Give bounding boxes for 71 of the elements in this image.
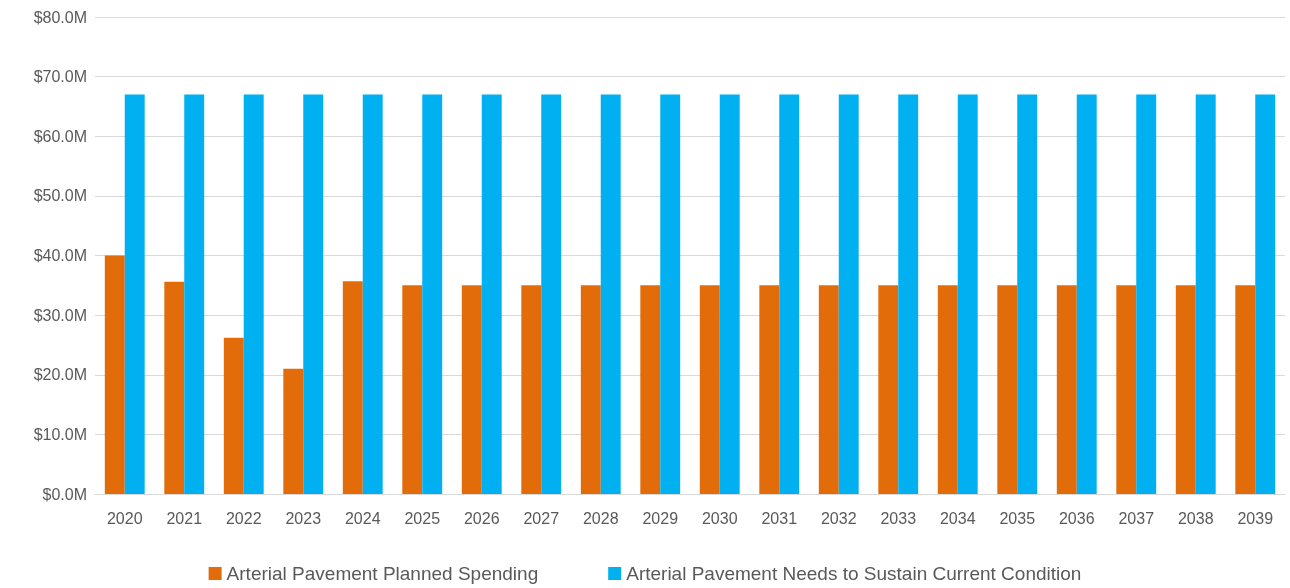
- bar: [1255, 94, 1276, 494]
- legend-label: Arterial Pavement Planned Spending: [226, 563, 539, 584]
- bar: [104, 255, 125, 494]
- bar: [580, 285, 601, 494]
- bar: [600, 94, 621, 494]
- bar: [878, 285, 899, 494]
- y-tick-label: $20.0M: [33, 366, 87, 384]
- bar: [342, 281, 363, 494]
- x-tick-label: 2027: [523, 509, 560, 527]
- legend-label: Arterial Pavement Needs to Sustain Current Condition: [626, 563, 1082, 584]
- bar: [1116, 285, 1137, 494]
- bar: [1076, 94, 1097, 494]
- x-tick-label: 2037: [1118, 509, 1155, 527]
- bar: [779, 94, 800, 494]
- bar: [898, 94, 919, 494]
- bar: [283, 368, 304, 494]
- y-tick-label: $30.0M: [33, 306, 87, 324]
- bar: [838, 94, 859, 494]
- x-tick-label: 2024: [344, 509, 381, 527]
- y-tick-label: $70.0M: [33, 68, 87, 86]
- x-tick-label: 2038: [1177, 509, 1214, 527]
- x-tick-label: 2025: [404, 509, 441, 527]
- bar: [1235, 285, 1256, 494]
- bar: [640, 285, 661, 494]
- bar: [1017, 94, 1038, 494]
- y-tick-label: $50.0M: [33, 187, 87, 205]
- bar: [164, 281, 185, 494]
- bar: [957, 94, 978, 494]
- bar: [818, 285, 839, 494]
- y-tick-label: $80.0M: [33, 8, 87, 26]
- bar: [223, 337, 244, 494]
- bar: [759, 285, 780, 494]
- x-tick-label: 2039: [1237, 509, 1274, 527]
- bar: [362, 94, 383, 494]
- y-tick-label: $0.0M: [42, 485, 87, 503]
- bar: [521, 285, 542, 494]
- bar: [303, 94, 324, 494]
- x-tick-label: 2032: [820, 509, 857, 527]
- x-tick-label: 2035: [999, 509, 1036, 527]
- x-tick-label: 2033: [880, 509, 917, 527]
- x-tick-label: 2036: [1058, 509, 1095, 527]
- bar: [243, 94, 264, 494]
- x-tick-label: 2029: [642, 509, 679, 527]
- x-tick-label: 2034: [939, 509, 976, 527]
- bar: [402, 285, 423, 494]
- bar: [660, 94, 681, 494]
- bar: [481, 94, 502, 494]
- bar: [1195, 94, 1216, 494]
- x-tick-label: 2028: [582, 509, 619, 527]
- bar: [1056, 285, 1077, 494]
- x-tick-label: 2022: [225, 509, 262, 527]
- bar: [422, 94, 443, 494]
- x-tick-label: 2030: [701, 509, 738, 527]
- bar: [124, 94, 145, 494]
- x-tick-label: 2031: [761, 509, 798, 527]
- y-tick-label: $10.0M: [33, 425, 87, 443]
- bar: [997, 285, 1018, 494]
- bar: [1175, 285, 1196, 494]
- bar: [699, 285, 720, 494]
- bar: [937, 285, 958, 494]
- bar: [461, 285, 482, 494]
- x-tick-label: 2021: [166, 509, 203, 527]
- x-tick-label: 2023: [285, 509, 322, 527]
- bar: [184, 94, 205, 494]
- bar: [541, 94, 562, 494]
- bar: [1136, 94, 1157, 494]
- y-tick-label: $60.0M: [33, 127, 87, 145]
- y-tick-label: $40.0M: [33, 247, 87, 264]
- x-tick-label: 2020: [106, 509, 143, 527]
- bar: [719, 94, 740, 494]
- x-tick-label: 2026: [463, 509, 500, 527]
